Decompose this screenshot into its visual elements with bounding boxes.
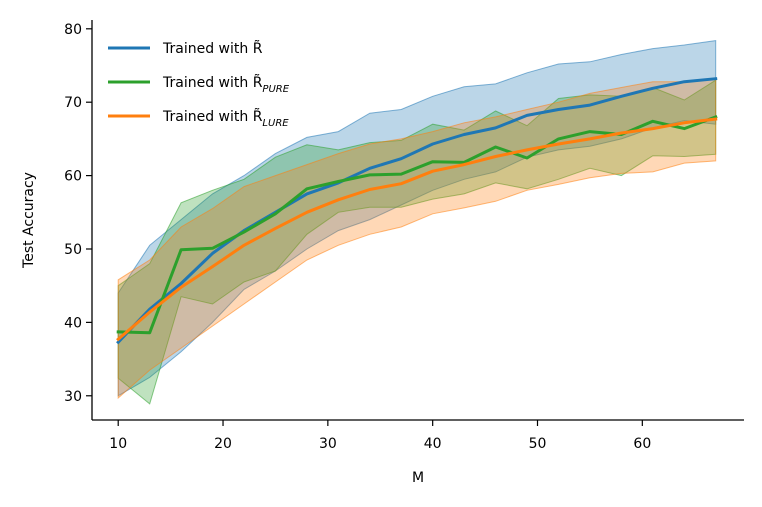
x-tick-label: 20 [214,436,232,452]
y-tick-label: 80 [64,22,82,38]
x-tick-label: 10 [109,436,127,452]
confidence-band-2 [117,78,717,400]
y-tick-label: 50 [64,242,82,258]
x-ticks: 10 20 30 40 50 60 [109,420,651,452]
y-tick-label: 30 [64,389,82,405]
x-tick-label: 40 [424,436,442,452]
legend-label-0: Trained with R̃ [162,40,263,57]
x-axis-title: M [412,470,424,486]
y-ticks: 30 40 50 60 70 80 [64,22,92,405]
series-lines [116,77,718,345]
x-tick-label: 60 [633,436,651,452]
y-tick-label: 60 [64,169,82,185]
confidence-bands [117,40,717,405]
y-tick-label: 70 [64,95,82,111]
series-line-2 [116,117,718,342]
x-tick-label: 50 [529,436,547,452]
legend-label-2: Trained with R̃LURE [162,108,289,129]
y-tick-label: 40 [64,315,82,331]
y-axis-title: Test Accuracy [21,172,37,269]
series-line-0 [116,77,718,345]
axes: 10 20 30 40 50 60 30 40 50 60 70 80 [64,20,744,452]
legend-label-1: Trained with R̃PURE [162,74,290,95]
legend: Trained with R̃ Trained with R̃PURE Traine… [108,40,290,129]
x-tick-label: 30 [319,436,337,452]
